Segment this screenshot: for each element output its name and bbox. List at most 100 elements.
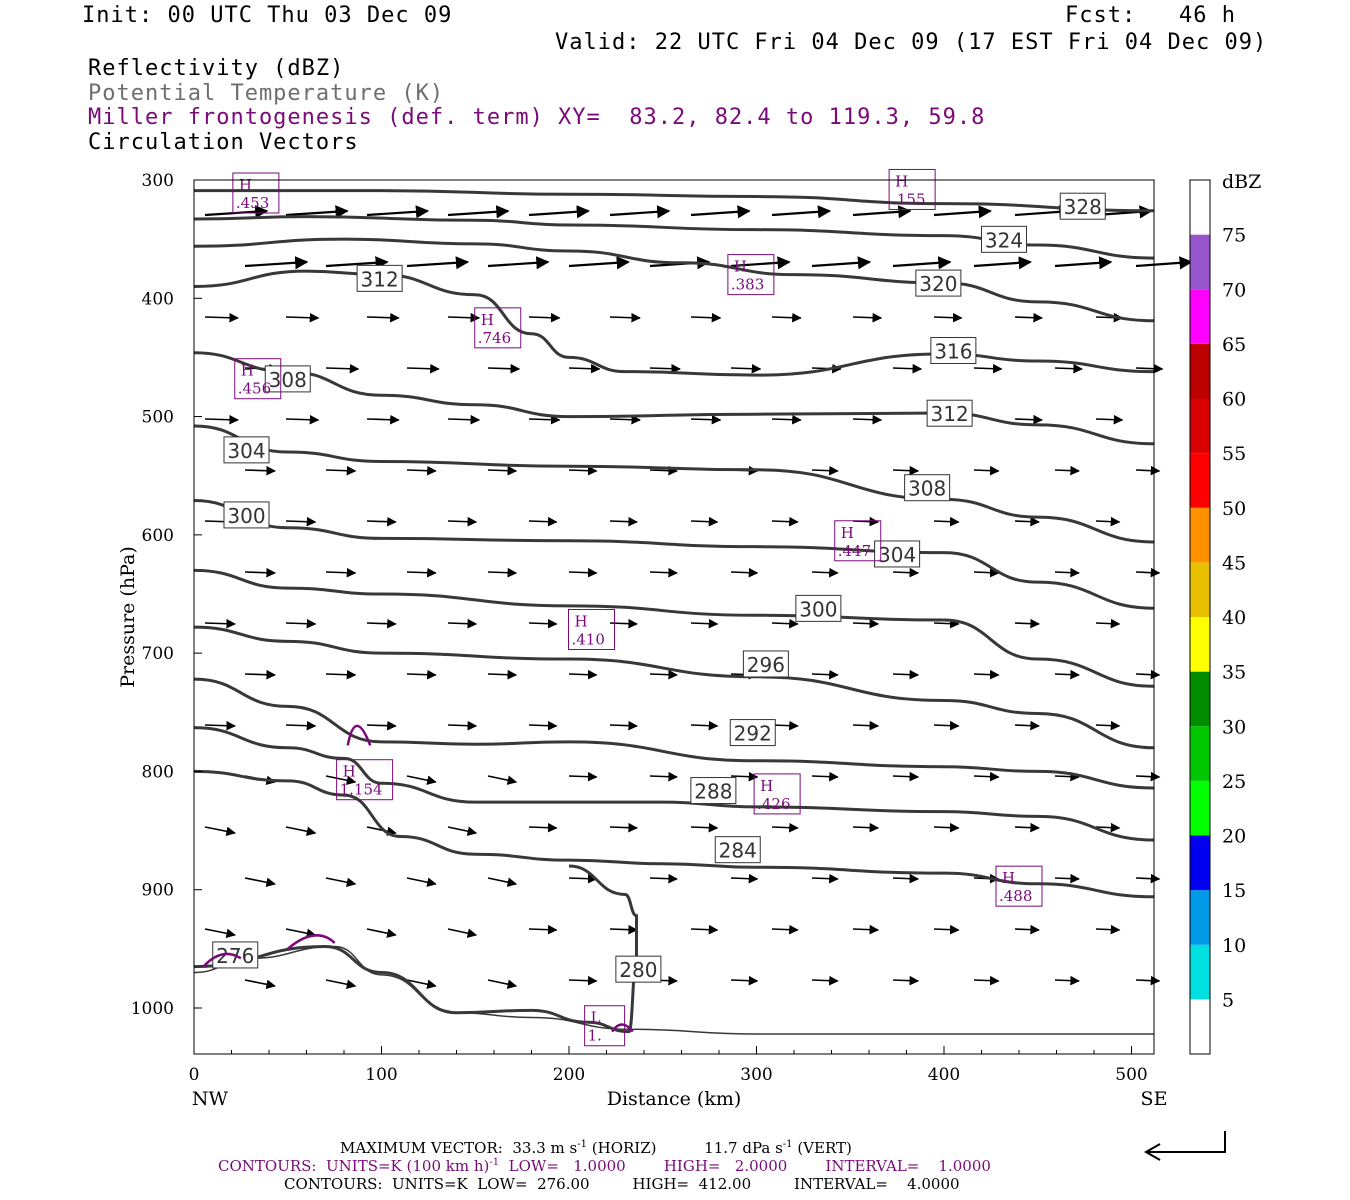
x-tick-label: 300 <box>740 1065 772 1085</box>
circulation-vector <box>366 414 400 425</box>
svg-text:H: H <box>734 258 747 276</box>
colorbar-segment <box>1190 453 1210 508</box>
colorbar-segment <box>1190 617 1210 672</box>
theta-label-292: 292 <box>729 719 776 747</box>
theta-label-280: 280 <box>615 955 662 983</box>
left-end-label: NW <box>192 1088 229 1110</box>
circulation-vector <box>771 720 799 731</box>
reflectivity-colorbar: 5 10 15 20 25 30 35 40 45 50 55 60 65 70 75 <box>1189 179 1246 1055</box>
circulation-vector <box>933 312 963 323</box>
circulation-vector <box>447 826 478 836</box>
x-tick-label: 0 <box>189 1065 200 1085</box>
circulation-vector <box>204 826 236 837</box>
circulation-vector <box>406 567 437 578</box>
colorbar-segment <box>1190 398 1210 454</box>
circulation-vector <box>325 877 357 887</box>
x-tick-label: 100 <box>365 1065 397 1085</box>
colorbar-segment <box>1190 726 1210 781</box>
circulation-vector <box>852 720 880 731</box>
circulation-vector <box>366 928 397 938</box>
circulation-vector <box>1014 414 1043 425</box>
circulation-vector <box>730 256 791 270</box>
theta-label-296: 296 <box>742 650 789 678</box>
theta-label-300: 300 <box>223 501 270 529</box>
circulation-vector <box>1054 567 1080 578</box>
field-frontogenesis: Miller frontogenesis (def. term) <box>88 105 544 130</box>
theta-contour-276 <box>193 945 1154 1035</box>
colorbar-label: 70 <box>1222 279 1246 301</box>
circulation-vector <box>852 618 880 629</box>
svg-text:316: 316 <box>934 340 972 364</box>
theta-label-304: 304 <box>874 540 921 568</box>
theta-contour-312 <box>193 351 1155 446</box>
circulation-vector <box>1054 465 1080 476</box>
circulation-vector <box>852 312 883 323</box>
footer-max-vector: MAXIMUM VECTOR: 33.3 m s-1 (HORIZ) 11.7 … <box>340 1139 852 1157</box>
circulation-vector <box>649 669 678 680</box>
theta-label-312: 312 <box>926 399 973 427</box>
circulation-vector <box>690 618 719 629</box>
y-axis-label: Pressure (hPa) <box>117 546 139 688</box>
circulation-vector <box>447 205 510 219</box>
circulation-vector <box>973 567 1000 578</box>
frontogenesis-max: H.410 <box>568 608 615 650</box>
circulation-vector <box>487 465 518 476</box>
circulation-vector <box>447 618 478 629</box>
circulation-vector <box>406 669 437 680</box>
x-tick-label: 400 <box>928 1065 960 1085</box>
init-time: Init: 00 UTC Thu 03 Dec 09 <box>82 3 453 28</box>
y-tick-label: 1000 <box>131 999 174 1019</box>
valid-time: Valid: 22 UTC Fri 04 Dec 09 (17 EST Fri … <box>555 30 1268 55</box>
circulation-vector <box>892 771 920 782</box>
theta-contour-320 <box>193 237 1155 323</box>
circulation-vector <box>528 516 558 527</box>
circulation-vector <box>690 414 722 425</box>
circulation-vector <box>244 256 309 270</box>
circulation-vector <box>771 312 802 323</box>
circulation-vector <box>285 516 317 527</box>
circulation-vector <box>568 256 630 270</box>
theta-label-316: 316 <box>930 337 977 365</box>
svg-text:304: 304 <box>227 439 265 463</box>
theta-contour-296 <box>193 625 1155 750</box>
circulation-vector <box>690 516 719 527</box>
circulation-vector <box>771 618 799 629</box>
circulation-vector <box>204 618 236 629</box>
y-tick-label: 300 <box>142 171 174 191</box>
svg-text:.488: .488 <box>999 887 1032 905</box>
field-vectors: Circulation Vectors <box>88 130 359 155</box>
circulation-vector <box>1135 975 1161 986</box>
colorbar-label: 40 <box>1222 607 1246 629</box>
circulation-vector <box>811 771 839 782</box>
svg-text:.426: .426 <box>757 795 790 813</box>
circulation-vector <box>933 822 960 833</box>
circulation-vector <box>811 256 872 270</box>
circulation-vector <box>528 618 558 629</box>
theta-contour-304 <box>193 499 1155 610</box>
circulation-vector <box>1095 720 1121 731</box>
x-tick-label: 500 <box>1115 1065 1147 1085</box>
circulation-vector <box>690 720 719 731</box>
circulation-vector <box>325 256 389 270</box>
circulation-vector <box>1014 312 1043 323</box>
circulation-vector <box>406 363 440 374</box>
circulation-vector <box>933 516 960 527</box>
axes: 0 100 200 300 400 500 300 400 500 600 700 800 900 100… <box>131 171 1148 1085</box>
colorbar-label: 55 <box>1222 443 1246 465</box>
circulation-vector <box>1135 256 1193 270</box>
svg-text:.410: .410 <box>572 630 605 648</box>
circulation-vector <box>528 924 558 935</box>
circulation-vector <box>609 205 671 219</box>
theta-contour-292 <box>193 677 1155 790</box>
svg-text:1.: 1. <box>588 1027 602 1045</box>
circulation-vector <box>447 720 478 731</box>
circulation-vector <box>1014 720 1040 731</box>
svg-text:320: 320 <box>919 272 957 296</box>
circulation-vector <box>811 669 839 680</box>
circulation-vector <box>649 567 678 578</box>
circulation-vector <box>204 312 239 323</box>
circulation-vector <box>1054 669 1080 680</box>
frontogenesis-contour <box>611 1023 634 1033</box>
theta-contours: 328 324 320 316 312 312 308 308 304 304 300 300 296 2… <box>193 189 1155 1035</box>
